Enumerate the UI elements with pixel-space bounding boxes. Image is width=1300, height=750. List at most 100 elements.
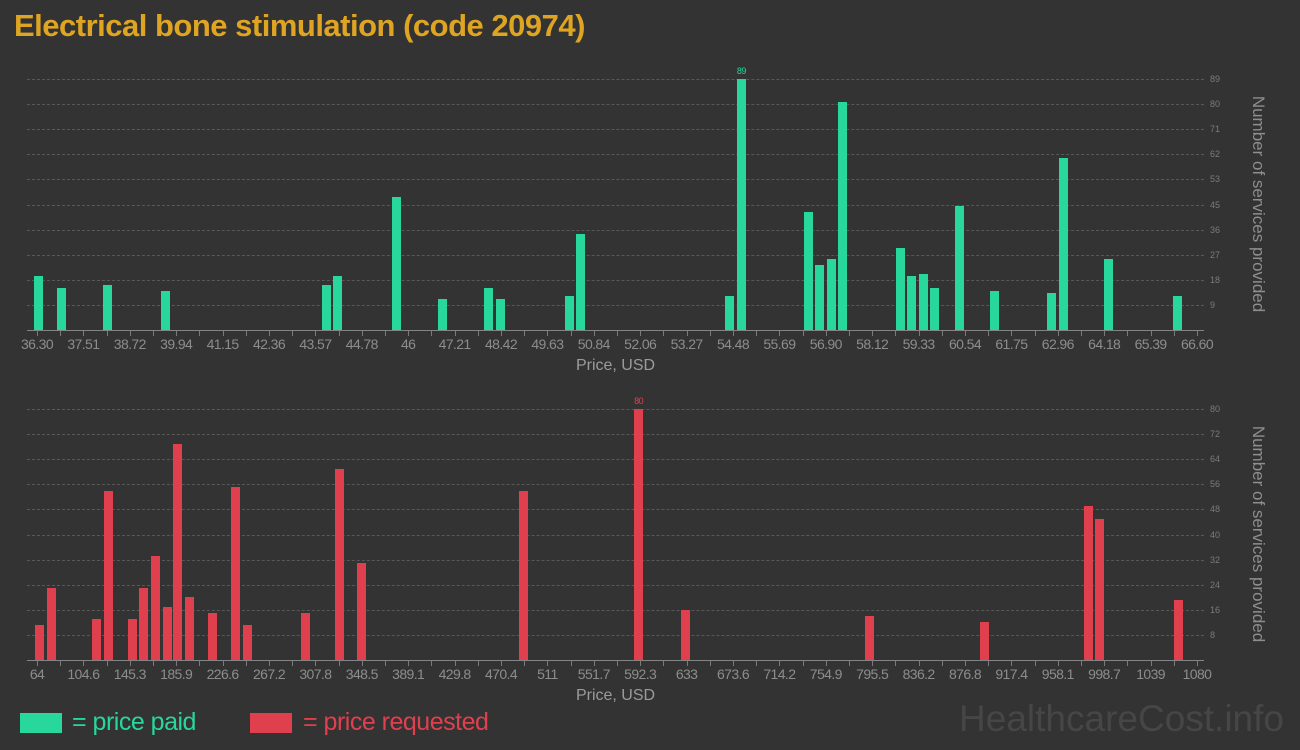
gridline (27, 179, 1204, 181)
x-tick-label: 673.6 (716, 666, 750, 682)
gridline (27, 279, 1204, 281)
x-tick-mark-minor (1127, 661, 1129, 666)
x-tick-label: 53.27 (670, 336, 704, 352)
x-tick-label: 62.96 (1041, 336, 1075, 352)
x-tick-mark (733, 661, 734, 666)
gridline (27, 204, 1204, 206)
x-tick-mark-minor (245, 661, 247, 666)
y-axis-title-top: Number of services provided (1249, 95, 1268, 313)
x-tick-mark-minor (385, 331, 386, 336)
x-tick-mark (222, 661, 224, 666)
x-tick-label: 307.8 (299, 666, 332, 682)
x-tick-label: 48.42 (484, 336, 518, 352)
x-tick-label: 633 (675, 666, 698, 682)
x-tick-mark (1104, 661, 1106, 666)
x-tick-mark (1057, 331, 1059, 336)
x-tick-label: 145.3 (113, 666, 147, 682)
x-tick-label: 60.54 (948, 336, 982, 352)
x-tick-label: 65.39 (1134, 336, 1168, 352)
x-tick-mark (593, 331, 595, 336)
x-tick-mark-minor (988, 331, 990, 336)
x-tick-mark (918, 331, 920, 336)
x-tick-mark (825, 331, 827, 336)
x-tick-mark (37, 331, 38, 336)
x-tick-mark-minor (477, 331, 479, 336)
gridline (27, 534, 1204, 536)
x-tick-mark-minor (292, 331, 294, 336)
histogram-bar (151, 556, 161, 660)
x-tick-label: 267.2 (252, 666, 286, 682)
x-tick-mark-minor (199, 331, 201, 336)
x-tick-mark (361, 661, 363, 666)
x-tick-mark-minor (849, 661, 850, 666)
histogram-bar (321, 284, 331, 330)
x-tick-label: 61.75 (995, 336, 1028, 352)
x-tick-label: 43.57 (299, 336, 332, 352)
x-tick-mark-minor (988, 661, 990, 666)
x-tick-mark (686, 331, 688, 336)
x-tick-mark (269, 661, 270, 666)
x-tick-mark-minor (385, 661, 386, 666)
x-tick-mark (1011, 331, 1013, 336)
histogram-bar (34, 625, 44, 660)
x-tick-label: 1080 (1182, 666, 1212, 682)
y-tick-label: 32 (1210, 554, 1221, 565)
histogram-bar (242, 625, 252, 660)
y-tick-label: 40 (1210, 529, 1221, 540)
x-tick-mark (593, 661, 595, 666)
x-tick-mark-minor (1173, 331, 1175, 336)
x-axis-line (27, 330, 1204, 331)
x-tick-label: 38.72 (113, 336, 147, 352)
x-tick-mark-minor (199, 661, 201, 666)
x-tick-mark (315, 661, 317, 666)
x-tick-label: 836.2 (902, 666, 936, 682)
x-tick-mark-minor (709, 661, 711, 666)
y-tick-label: 36 (1210, 224, 1221, 235)
x-tick-mark-minor (709, 331, 711, 336)
max-bar-value-label: 80 (634, 396, 644, 406)
gridline (27, 229, 1204, 231)
x-tick-mark (501, 661, 502, 666)
x-tick-mark (269, 331, 270, 336)
histogram-bar (634, 409, 644, 660)
x-tick-label: 50.84 (577, 336, 611, 352)
x-tick-mark (454, 331, 456, 336)
histogram-bar (392, 197, 402, 330)
histogram-bar (1174, 600, 1184, 660)
histogram-bar (1173, 296, 1183, 330)
histogram-bar (162, 606, 172, 660)
histogram-bar (815, 265, 825, 330)
x-tick-mark-minor (570, 331, 572, 336)
histogram-bar (826, 259, 836, 330)
x-tick-mark (965, 661, 966, 666)
legend-label-requested: = price requested (303, 708, 489, 736)
x-tick-mark (918, 661, 920, 666)
x-tick-mark (129, 661, 131, 666)
x-tick-label: 876.8 (948, 666, 982, 682)
histogram-bar (185, 597, 195, 660)
x-tick-mark-minor (106, 661, 108, 666)
y-tick-label: 80 (1210, 404, 1221, 414)
y-tick-label: 9 (1210, 299, 1216, 310)
gridline (27, 79, 1204, 80)
gridline (27, 409, 1204, 410)
x-tick-mark-minor (1034, 661, 1036, 666)
y-tick-label: 56 (1210, 479, 1221, 490)
max-bar-value-label: 89 (736, 66, 747, 76)
x-tick-mark (1057, 661, 1059, 666)
x-tick-mark (501, 331, 502, 336)
histogram-bar (803, 211, 813, 330)
x-tick-mark-minor (1081, 661, 1082, 666)
x-tick-mark (872, 661, 874, 666)
x-tick-mark-minor (1127, 331, 1129, 336)
x-tick-label: 52.06 (624, 336, 657, 352)
y-tick-label: 89 (1210, 74, 1221, 84)
x-tick-mark-minor (941, 331, 943, 336)
histogram-bar (989, 290, 999, 330)
histogram-bar (208, 612, 218, 660)
x-tick-mark (37, 661, 38, 666)
x-tick-label: 56.90 (809, 336, 843, 352)
histogram-bar (576, 234, 586, 330)
x-tick-mark-minor (756, 661, 758, 666)
